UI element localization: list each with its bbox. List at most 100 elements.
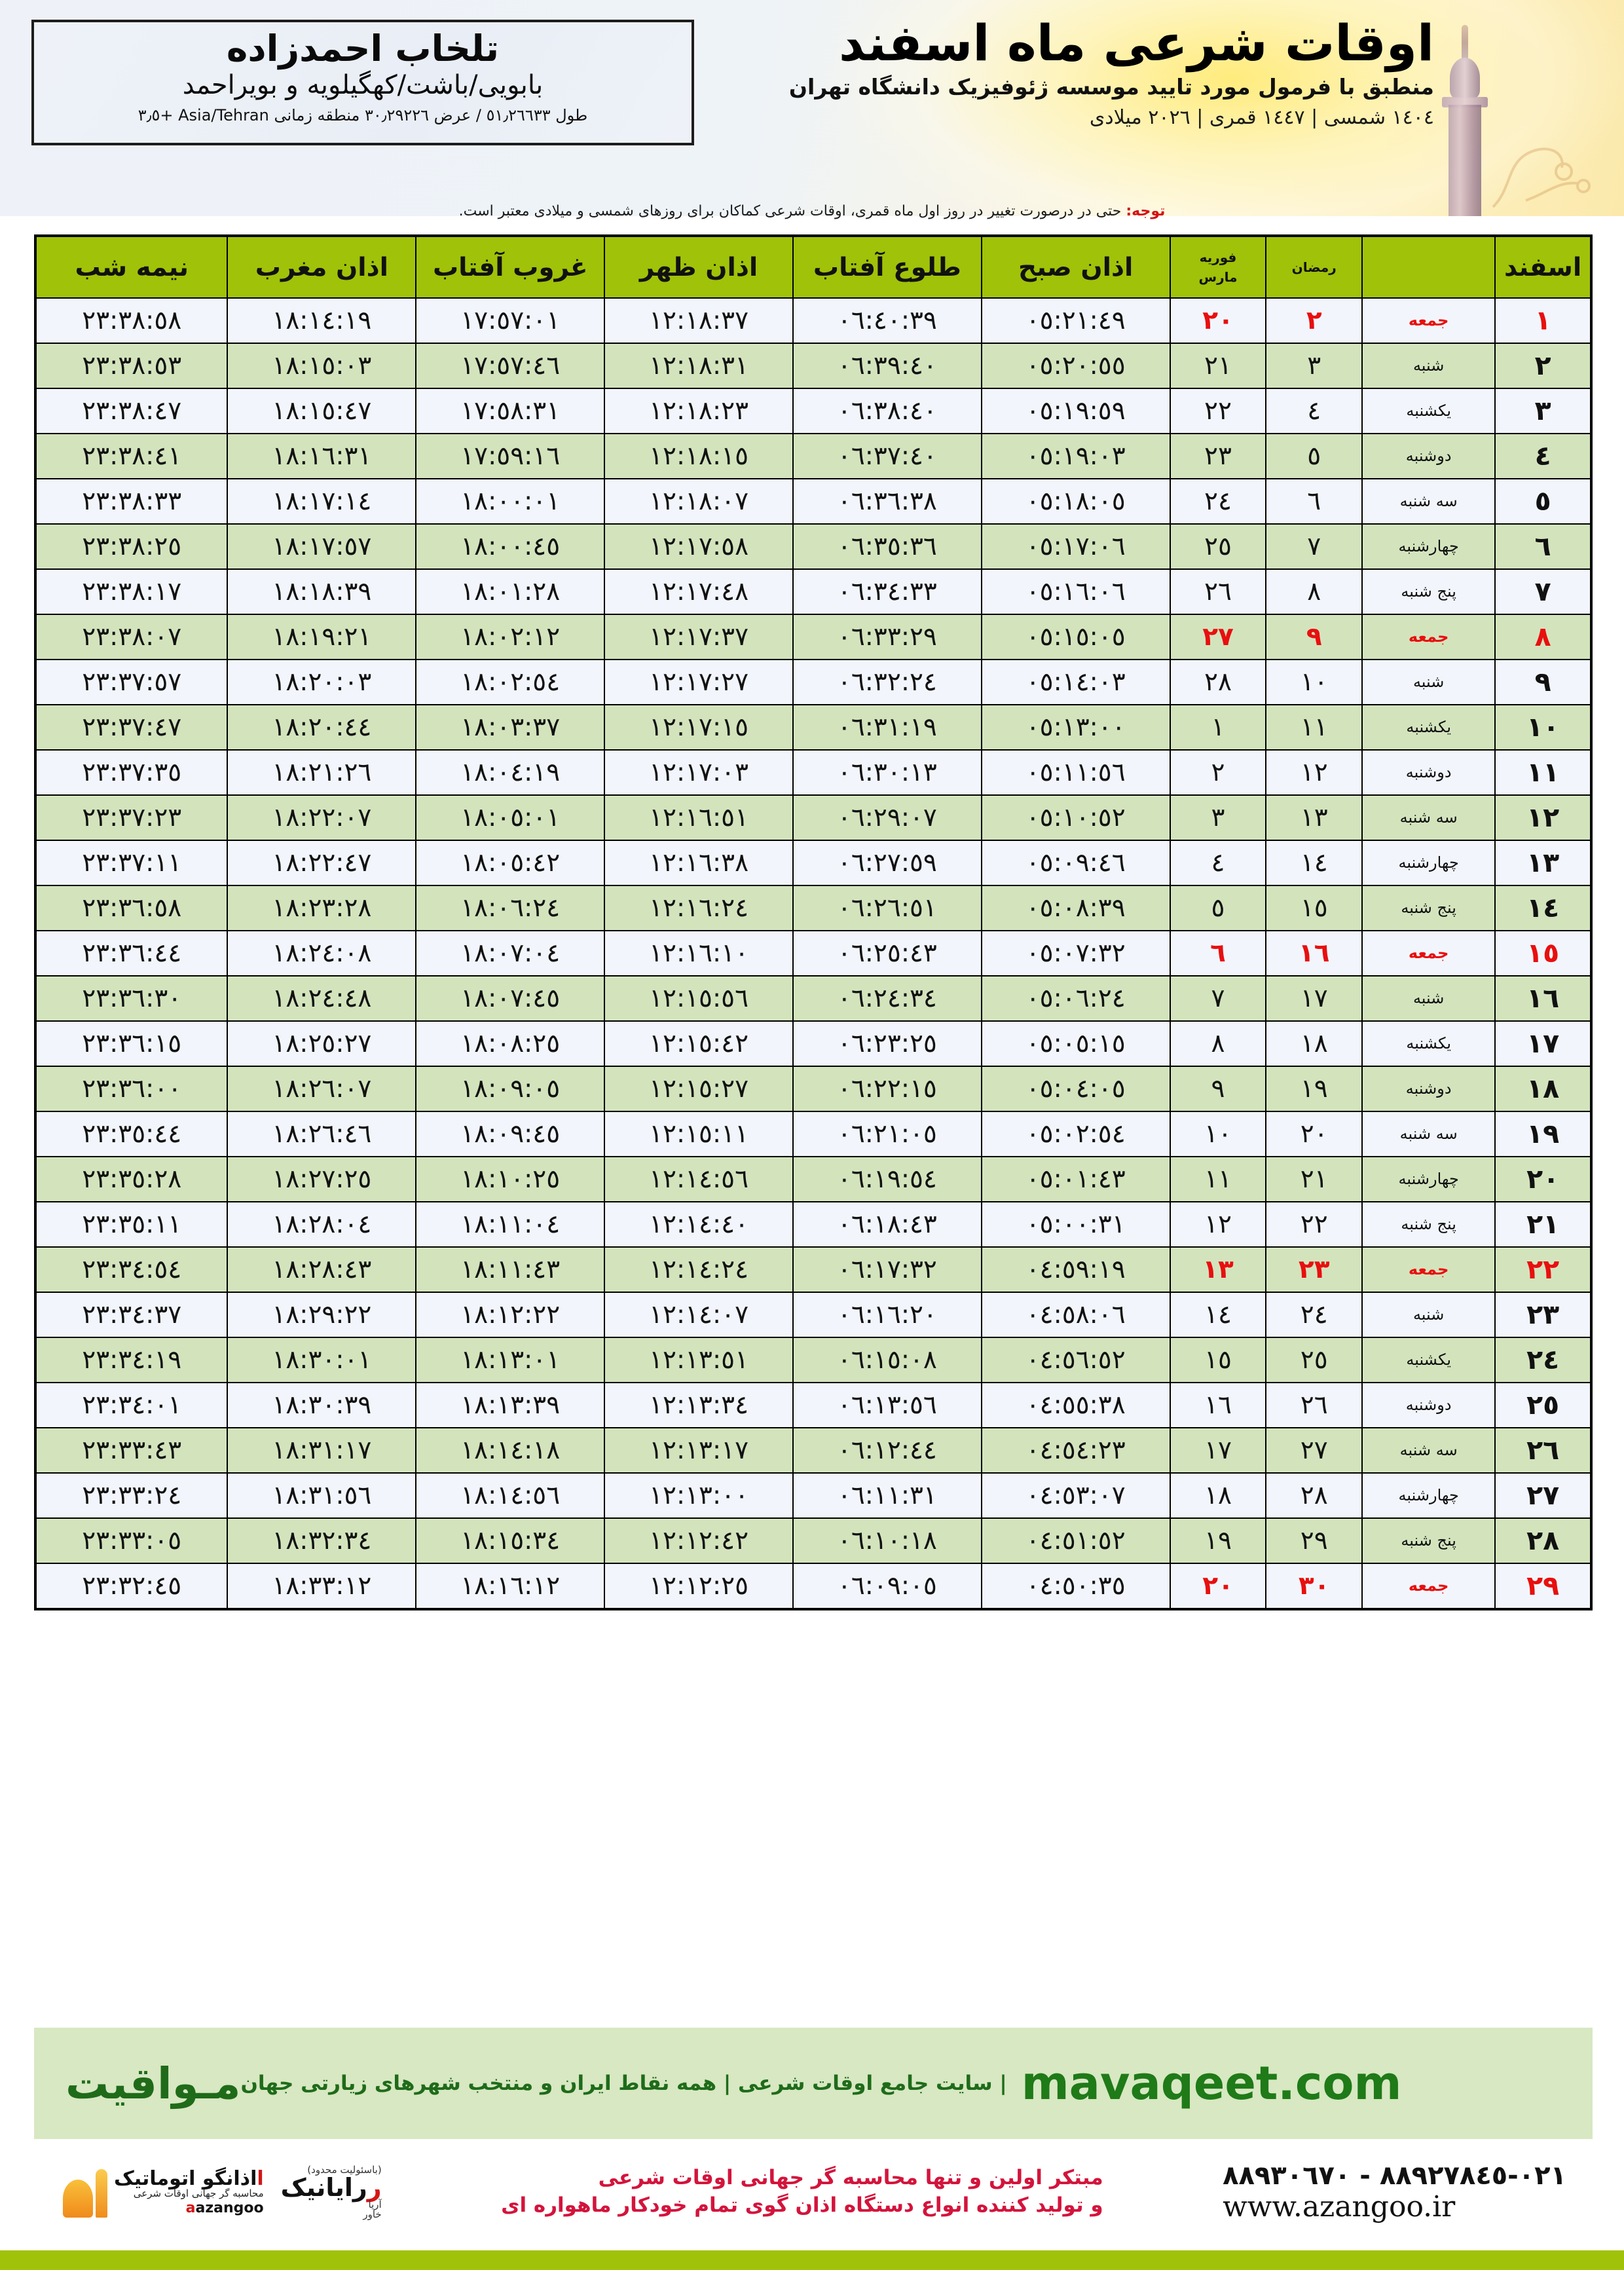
cell-midnight-time: ٢٣:٣٧:٣٥ bbox=[34, 749, 229, 796]
cell-gregorian-date: ١٩ bbox=[1169, 1517, 1267, 1564]
cell-hijri-date: ١٦ bbox=[1265, 930, 1363, 977]
cell-day-index: ٢١ bbox=[1494, 1201, 1592, 1248]
cell-maghrib-time: ١٨:٢٢:٤٧ bbox=[227, 840, 417, 886]
cell-fajr-time: ٠٥:٠٦:٢٤ bbox=[980, 975, 1171, 1022]
cell-weekday: چهارشنبه bbox=[1361, 523, 1496, 570]
cell-sunrise-time: ٠٦:١١:٣١ bbox=[792, 1472, 982, 1519]
cell-weekday: جمعه bbox=[1361, 1563, 1496, 1610]
cell-maghrib-time: ١٨:٢٨:٤٣ bbox=[227, 1246, 417, 1293]
cell-gregorian-date: ١٨ bbox=[1169, 1472, 1267, 1519]
cell-day-index: ٢٢ bbox=[1494, 1246, 1592, 1293]
cell-hijri-date: ٢ bbox=[1265, 297, 1363, 344]
cell-fajr-time: ٠٥:٠٩:٤٦ bbox=[980, 840, 1171, 886]
table-row: ٢٤ یکشنبه ٢٥ ١٥ ٠٤:٥٦:٥٢ ٠٦:١٥:٠٨ ١٢:١٣:٥١ ١٨:١… bbox=[34, 1337, 1592, 1383]
cell-noon-time: ١٢:١٦:٢٤ bbox=[604, 885, 794, 931]
page-title: اوقات شرعی ماه اسفند bbox=[838, 14, 1435, 72]
cell-fajr-time: ٠٥:١٠:٥٢ bbox=[980, 794, 1171, 841]
cell-day-index: ٥ bbox=[1494, 478, 1592, 525]
table-row: ١٥ جمعه ١٦ ٦ ٠٥:٠٧:٣٢ ٠٦:٢٥:٤٣ ١٢:١٦:١٠ ١٨:٠٧:٠… bbox=[34, 930, 1592, 977]
table-row: ٣ یکشنبه ٤ ٢٢ ٠٥:١٩:٥٩ ٠٦:٣٨:٤٠ ١٢:١٨:٢٣ ١٧:٥٨:… bbox=[34, 388, 1592, 434]
brand-name-fa: مـواقیت bbox=[65, 2058, 241, 2109]
cell-midnight-time: ٢٣:٣٨:٥٨ bbox=[34, 297, 229, 344]
cell-gregorian-date: ٢٢ bbox=[1169, 388, 1267, 434]
cell-sunset-time: ١٨:٠٢:٥٤ bbox=[415, 659, 606, 705]
cell-gregorian-date: ٧ bbox=[1169, 975, 1267, 1022]
table-row: ١٢ سه شنبه ١٣ ٣ ٠٥:١٠:٥٢ ٠٦:٢٩:٠٧ ١٢:١٦:٥١ ١٨:٠… bbox=[34, 794, 1592, 841]
cell-gregorian-date: ٢٧ bbox=[1169, 614, 1267, 660]
cell-weekday: چهارشنبه bbox=[1361, 840, 1496, 886]
note-line: توجه: حتی در درصورت تغییر در روز اول ماه… bbox=[0, 203, 1624, 219]
cell-sunrise-time: ٠٦:٣٩:٤٠ bbox=[792, 343, 982, 389]
cell-weekday: یکشنبه bbox=[1361, 1337, 1496, 1383]
cell-maghrib-time: ١٨:١٧:١٤ bbox=[227, 478, 417, 525]
cell-weekday: شنبه bbox=[1361, 659, 1496, 705]
cell-hijri-date: ١٤ bbox=[1265, 840, 1363, 886]
cell-sunset-time: ١٨:٠٥:٤٢ bbox=[415, 840, 606, 886]
cell-midnight-time: ٢٣:٣٨:٥٣ bbox=[34, 343, 229, 389]
cell-gregorian-date: ٢٤ bbox=[1169, 478, 1267, 525]
brand-website-link[interactable]: mavaqeet.com bbox=[1021, 2056, 1402, 2110]
cell-midnight-time: ٢٣:٣٧:٤٧ bbox=[34, 704, 229, 751]
cell-sunrise-time: ٠٦:١٠:١٨ bbox=[792, 1517, 982, 1564]
cell-hijri-date: ٥ bbox=[1265, 433, 1363, 479]
cell-maghrib-time: ١٨:٣٠:٠١ bbox=[227, 1337, 417, 1383]
cell-weekday: یکشنبه bbox=[1361, 388, 1496, 434]
cell-fajr-time: ٠٥:٠٠:٣١ bbox=[980, 1201, 1171, 1248]
cell-maghrib-time: ١٨:٢٤:٤٨ bbox=[227, 975, 417, 1022]
cell-day-index: ١٦ bbox=[1494, 975, 1592, 1022]
cell-midnight-time: ٢٣:٣٨:٤٧ bbox=[34, 388, 229, 434]
cell-gregorian-date: ٢٠ bbox=[1169, 1563, 1267, 1610]
cell-day-index: ١٠ bbox=[1494, 704, 1592, 751]
rayanik-name: ررایانیک bbox=[280, 2172, 382, 2202]
cell-hijri-date: ٢٨ bbox=[1265, 1472, 1363, 1519]
cell-day-index: ١٨ bbox=[1494, 1066, 1592, 1112]
cell-day-index: ١٧ bbox=[1494, 1020, 1592, 1067]
cell-hijri-date: ٧ bbox=[1265, 523, 1363, 570]
cell-gregorian-date: ١٢ bbox=[1169, 1201, 1267, 1248]
cell-day-index: ٢٧ bbox=[1494, 1472, 1592, 1519]
cell-sunrise-time: ٠٦:١٦:٢٠ bbox=[792, 1292, 982, 1338]
cell-sunset-time: ١٨:١٣:٠١ bbox=[415, 1337, 606, 1383]
cell-day-index: ٧ bbox=[1494, 568, 1592, 615]
contact-website[interactable]: www.azangoo.ir bbox=[1223, 2189, 1456, 2223]
cell-midnight-time: ٢٣:٣٤:٥٤ bbox=[34, 1246, 229, 1293]
cell-midnight-time: ٢٣:٣٧:١١ bbox=[34, 840, 229, 886]
table-row: ٩ شنبه ١٠ ٢٨ ٠٥:١٤:٠٣ ٠٦:٣٢:٢٤ ١٢:١٧:٢٧ ١٨:٠٢:٥… bbox=[34, 659, 1592, 705]
table-row: ١١ دوشنبه ١٢ ٢ ٠٥:١١:٥٦ ٠٦:٣٠:١٣ ١٢:١٧:٠٣ ١٨:٠٤… bbox=[34, 749, 1592, 796]
cell-noon-time: ١٢:١٦:١٠ bbox=[604, 930, 794, 977]
cell-fajr-time: ٠٤:٥١:٥٢ bbox=[980, 1517, 1171, 1564]
cell-maghrib-time: ١٨:٢٠:٠٣ bbox=[227, 659, 417, 705]
table-row: ٢ شنبه ٣ ٢١ ٠٥:٢٠:٥٥ ٠٦:٣٩:٤٠ ١٢:١٨:٣١ ١٧:٥٧:٤٦… bbox=[34, 343, 1592, 389]
table-row: ١٧ یکشنبه ١٨ ٨ ٠٥:٠٥:١٥ ٠٦:٢٣:٢٥ ١٢:١٥:٤٢ ١٨:٠٨… bbox=[34, 1020, 1592, 1067]
cell-sunrise-time: ٠٦:٣٦:٣٨ bbox=[792, 478, 982, 525]
cell-fajr-time: ٠٤:٥٣:٠٧ bbox=[980, 1472, 1171, 1519]
cell-day-index: ٢٤ bbox=[1494, 1337, 1592, 1383]
cell-hijri-date: ١٢ bbox=[1265, 749, 1363, 796]
cell-midnight-time: ٢٣:٣٥:١١ bbox=[34, 1201, 229, 1248]
cell-day-index: ٦ bbox=[1494, 523, 1592, 570]
cell-fajr-time: ٠٥:٢١:٤٩ bbox=[980, 297, 1171, 344]
cell-noon-time: ١٢:١٢:٤٢ bbox=[604, 1517, 794, 1564]
cell-sunrise-time: ٠٦:٣٨:٤٠ bbox=[792, 388, 982, 434]
cell-maghrib-time: ١٨:٢١:٢٦ bbox=[227, 749, 417, 796]
cell-midnight-time: ٢٣:٣٤:٠١ bbox=[34, 1382, 229, 1428]
table-row: ١٤ پنج شنبه ١٥ ٥ ٠٥:٠٨:٣٩ ٠٦:٢٦:٥١ ١٢:١٦:٢٤ ١٨:… bbox=[34, 885, 1592, 931]
cell-hijri-date: ٢٥ bbox=[1265, 1337, 1363, 1383]
cell-gregorian-date: ١٣ bbox=[1169, 1246, 1267, 1293]
cell-noon-time: ١٢:١٨:٢٣ bbox=[604, 388, 794, 434]
cell-weekday: جمعه bbox=[1361, 930, 1496, 977]
cell-sunset-time: ١٨:١٣:٣٩ bbox=[415, 1382, 606, 1428]
cell-maghrib-time: ١٨:١٨:٣٩ bbox=[227, 568, 417, 615]
cell-maghrib-time: ١٨:١٥:٠٣ bbox=[227, 343, 417, 389]
cell-maghrib-time: ١٨:١٦:٣١ bbox=[227, 433, 417, 479]
cell-noon-time: ١٢:١٧:٥٨ bbox=[604, 523, 794, 570]
azangoo-logo: ااذانگو اتوماتیک محاسبه گر جهانی اوقات ش… bbox=[60, 2167, 264, 2218]
cell-fajr-time: ٠٤:٥٠:٣٥ bbox=[980, 1563, 1171, 1610]
banner-years: ١٤٠٤ شمسی | ١٤٤٧ قمری | ٢٠٢٦ میلادی bbox=[1089, 106, 1434, 130]
location-name: تلخاب احمدزاده bbox=[226, 28, 500, 69]
cell-gregorian-date: ٢١ bbox=[1169, 343, 1267, 389]
cell-weekday: شنبه bbox=[1361, 1292, 1496, 1338]
cell-noon-time: ١٢:١٣:٣٤ bbox=[604, 1382, 794, 1428]
note-text: حتی در درصورت تغییر در روز اول ماه قمری،… bbox=[458, 203, 1126, 219]
cell-day-index: ١ bbox=[1494, 297, 1592, 344]
